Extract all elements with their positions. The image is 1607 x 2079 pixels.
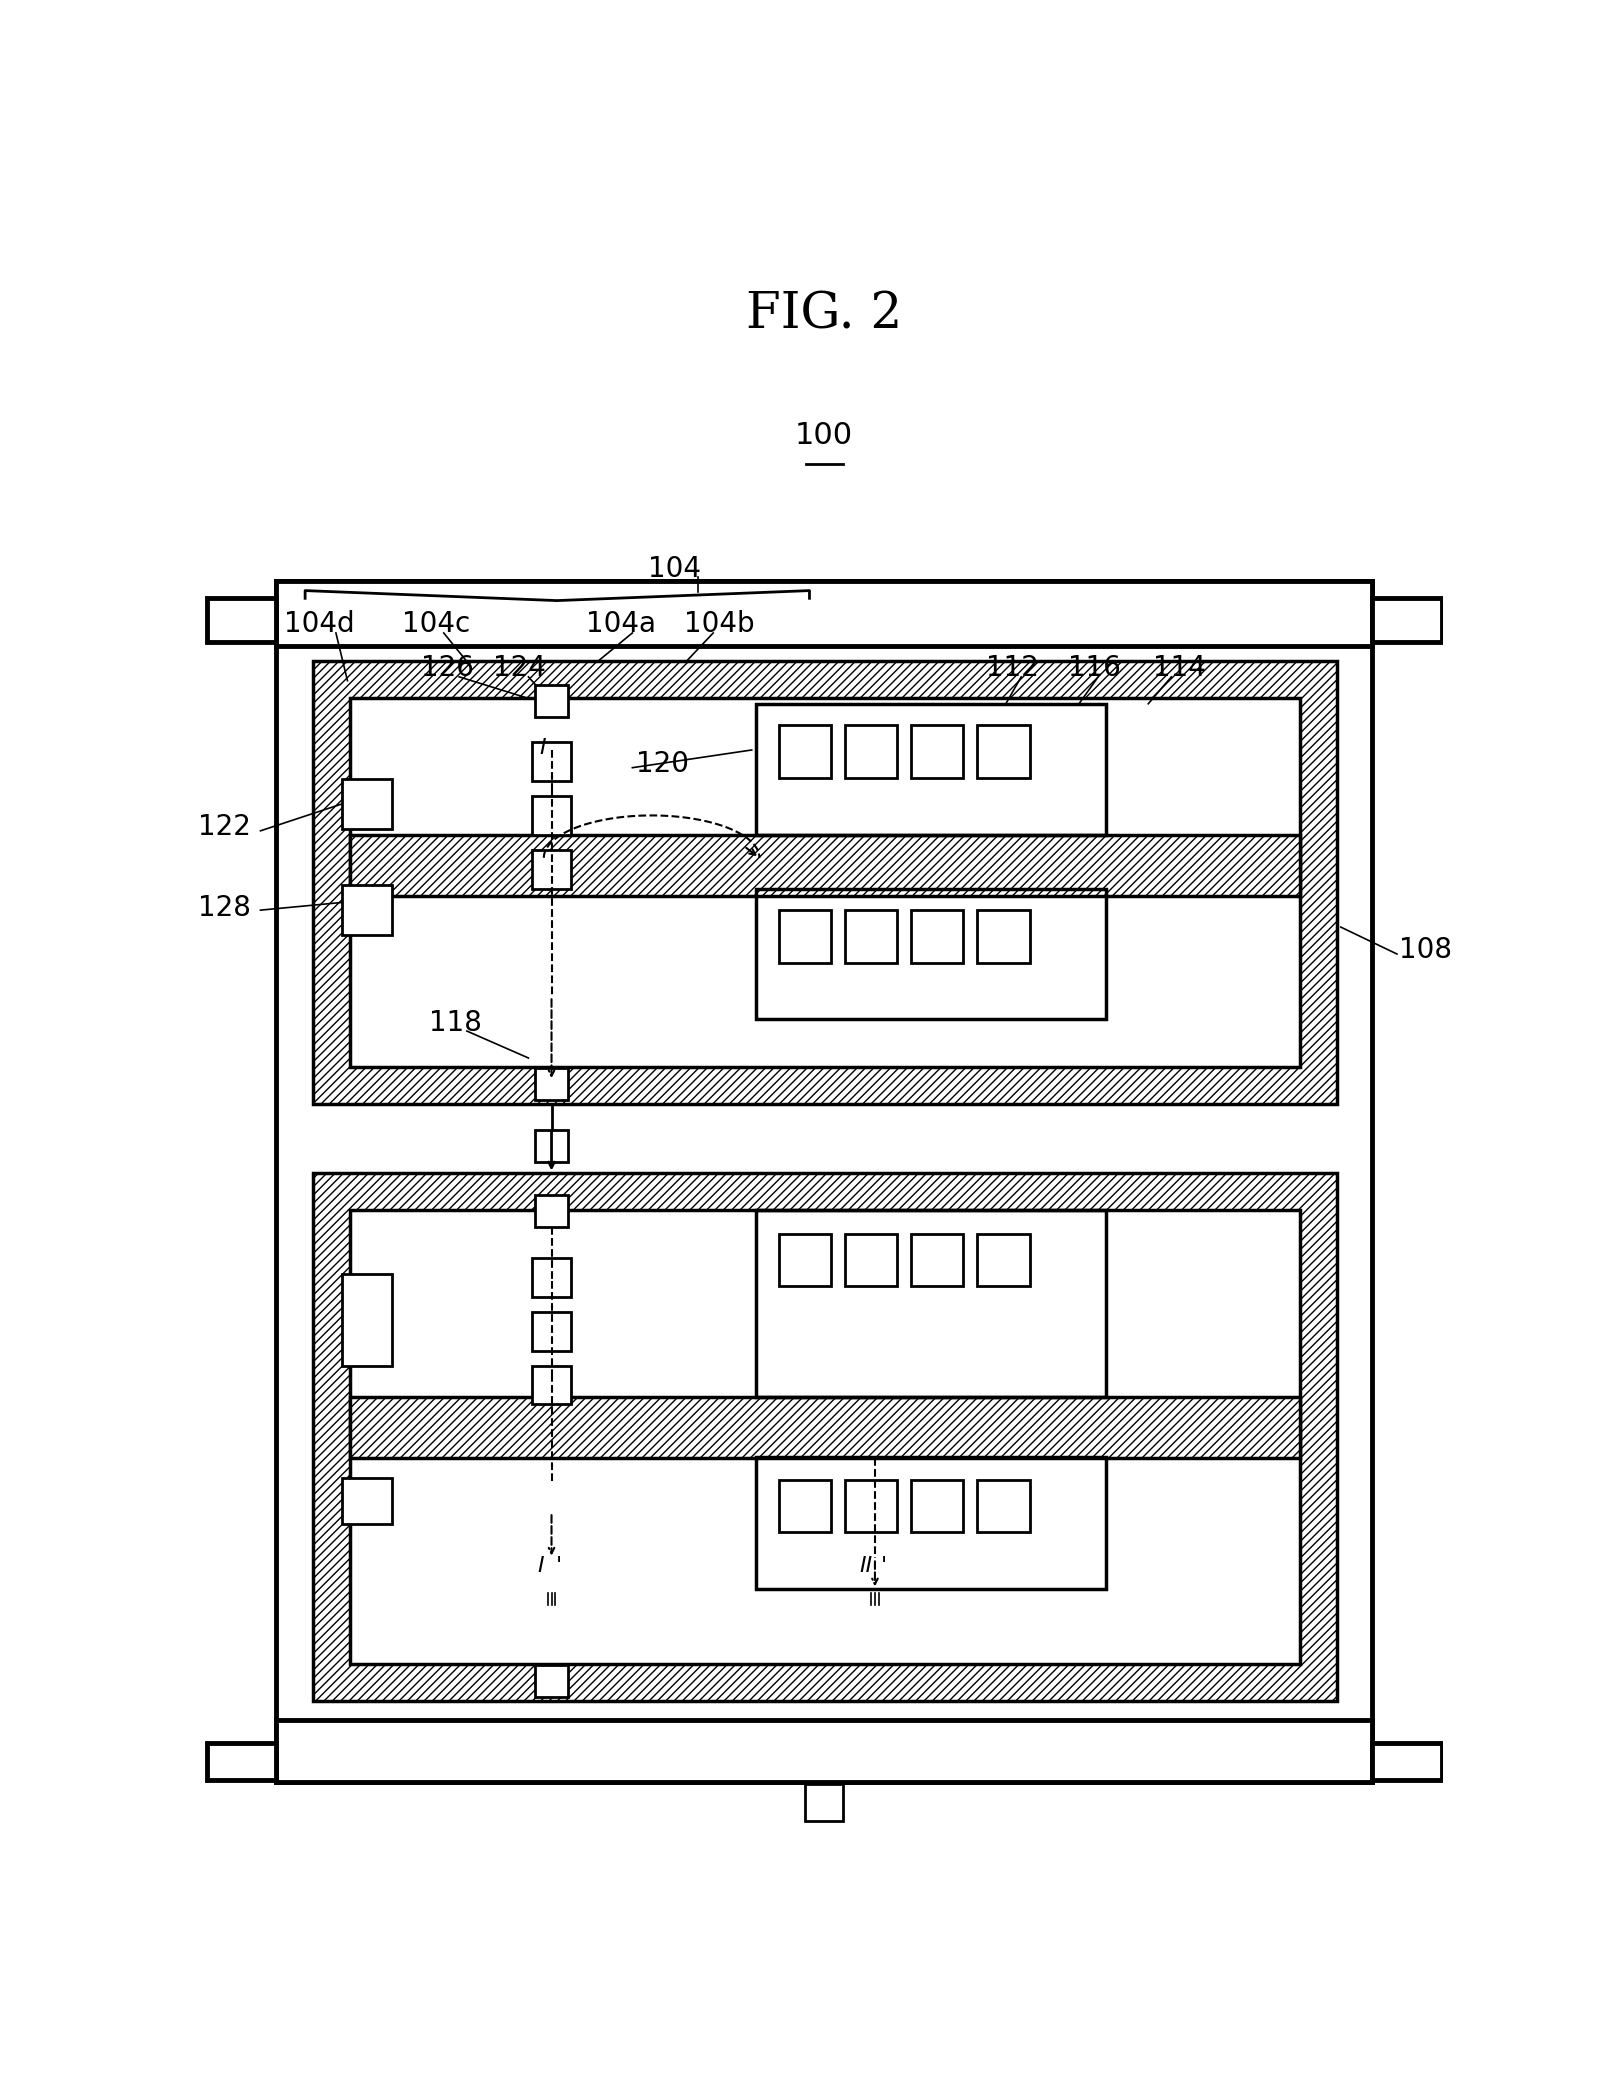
Bar xyxy=(977,911,1028,963)
Bar xyxy=(755,888,1106,1019)
Text: ': ' xyxy=(556,1557,562,1576)
Text: FIG. 2: FIG. 2 xyxy=(746,291,902,339)
Bar xyxy=(535,1129,567,1162)
Bar xyxy=(350,834,1298,896)
Bar xyxy=(778,726,831,778)
Bar xyxy=(535,1665,567,1696)
Bar xyxy=(844,1233,897,1287)
Text: I: I xyxy=(537,1557,543,1576)
Bar xyxy=(1371,1744,1441,1780)
Bar xyxy=(206,599,276,642)
Bar xyxy=(313,1173,1335,1701)
Bar xyxy=(778,1480,831,1532)
Bar xyxy=(977,1480,1028,1532)
Text: 112: 112 xyxy=(985,653,1038,682)
Bar xyxy=(350,1210,1298,1663)
Bar xyxy=(755,1210,1106,1397)
Text: 128: 128 xyxy=(198,894,251,921)
Text: 116: 116 xyxy=(1067,653,1120,682)
Text: 120: 120 xyxy=(636,751,689,778)
Text: ': ' xyxy=(881,1557,887,1576)
Bar xyxy=(532,850,570,888)
Bar xyxy=(535,684,567,717)
Bar xyxy=(276,580,1371,1782)
Text: 104: 104 xyxy=(648,555,701,582)
Bar xyxy=(342,1478,392,1524)
Bar xyxy=(844,726,897,778)
Text: 122: 122 xyxy=(198,813,251,842)
Text: 118: 118 xyxy=(429,1008,482,1037)
Bar xyxy=(977,726,1028,778)
Bar xyxy=(805,1784,842,1821)
Bar xyxy=(911,911,963,963)
Bar xyxy=(206,1744,276,1780)
Text: I: I xyxy=(538,738,545,759)
Text: 100: 100 xyxy=(794,420,853,449)
Bar xyxy=(911,1233,963,1287)
Text: 104c: 104c xyxy=(402,611,469,638)
Bar xyxy=(342,780,392,830)
Bar xyxy=(778,911,831,963)
Bar xyxy=(532,1366,570,1405)
Bar xyxy=(844,911,897,963)
Bar xyxy=(276,580,1371,647)
Bar xyxy=(276,1719,1371,1782)
Text: 114: 114 xyxy=(1152,653,1205,682)
Text: 124: 124 xyxy=(492,653,545,682)
Bar xyxy=(755,705,1106,834)
Bar xyxy=(532,796,570,834)
Text: II: II xyxy=(858,1557,871,1576)
Text: 108: 108 xyxy=(1398,936,1451,965)
Text: 104a: 104a xyxy=(585,611,656,638)
Bar xyxy=(313,661,1335,1104)
Bar xyxy=(977,1233,1028,1287)
Bar xyxy=(532,1312,570,1351)
Bar xyxy=(844,1480,897,1532)
Text: 104d: 104d xyxy=(283,611,354,638)
Bar xyxy=(778,1233,831,1287)
Bar xyxy=(911,726,963,778)
Bar xyxy=(350,1397,1298,1457)
Text: 126: 126 xyxy=(421,653,474,682)
Bar xyxy=(535,1069,567,1100)
Bar xyxy=(342,1274,392,1366)
Bar xyxy=(911,1480,963,1532)
Bar xyxy=(535,1195,567,1227)
Bar xyxy=(755,1457,1106,1588)
Text: 104b: 104b xyxy=(683,611,754,638)
Bar xyxy=(532,742,570,782)
Bar xyxy=(350,699,1298,1067)
Bar xyxy=(532,1258,570,1297)
Bar xyxy=(342,886,392,936)
Bar xyxy=(1371,599,1441,642)
